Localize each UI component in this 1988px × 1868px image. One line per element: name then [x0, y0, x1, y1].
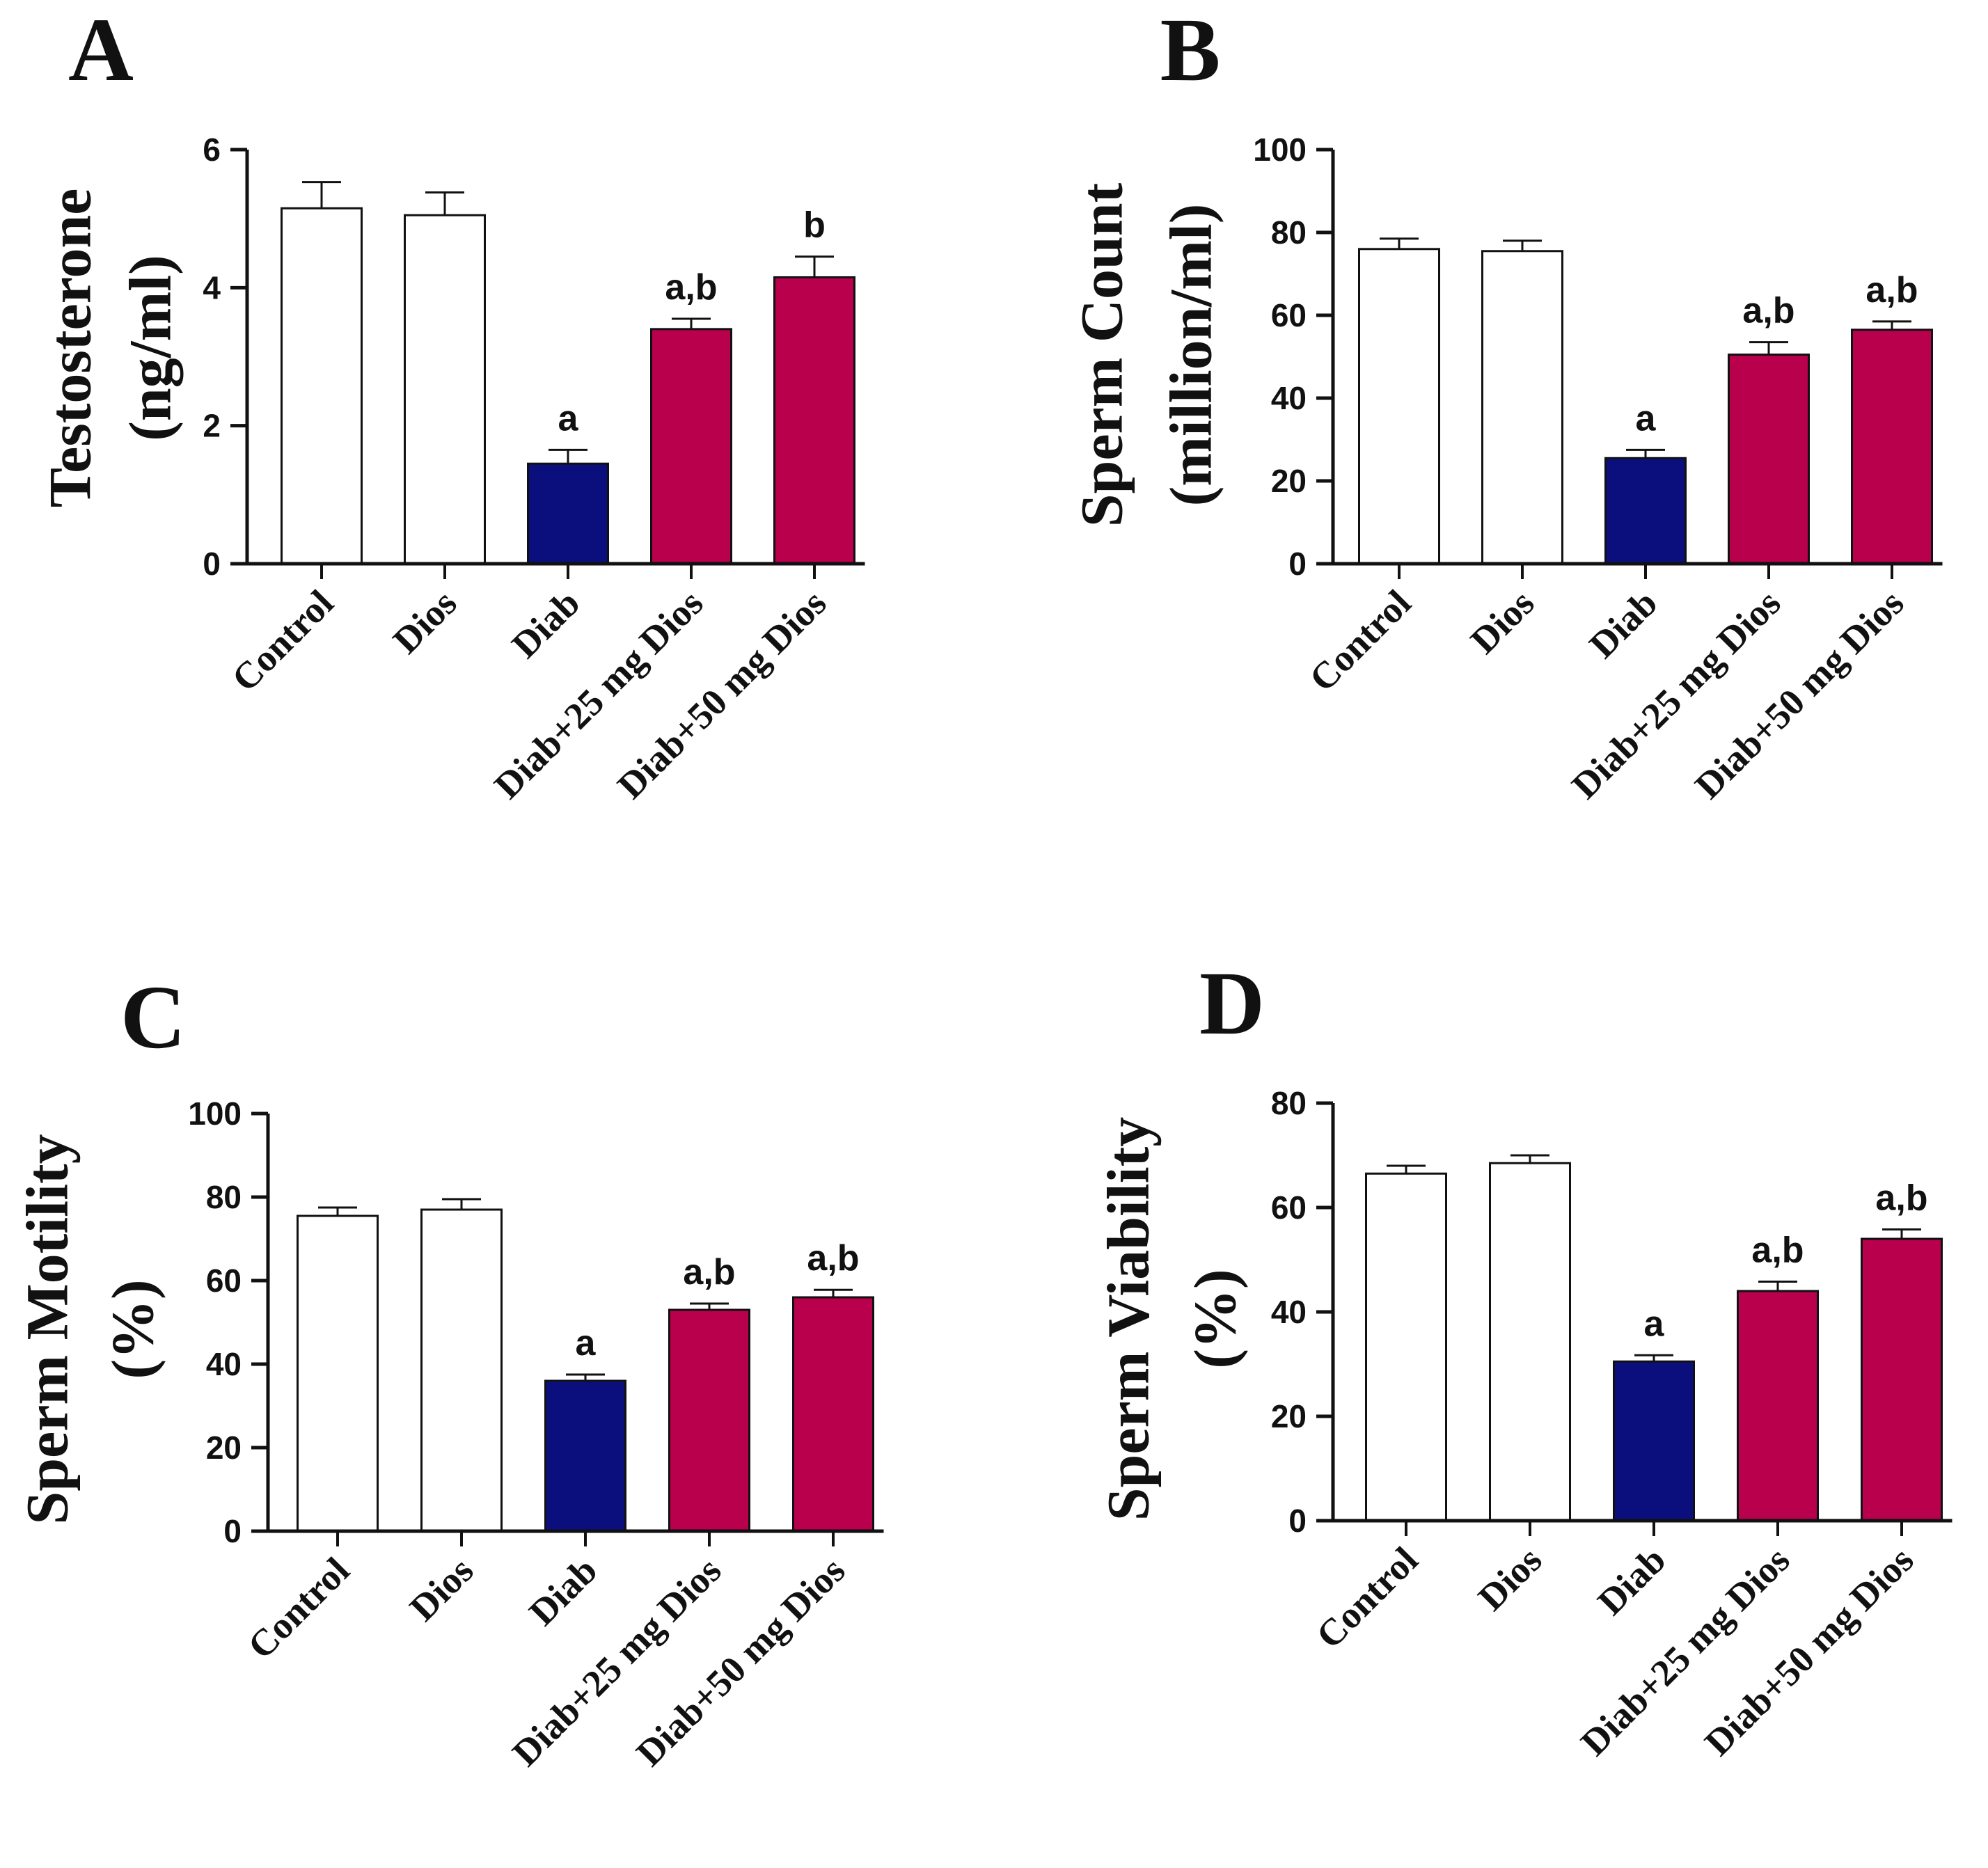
panel-letter: D — [1199, 953, 1265, 1054]
y-tick-label: 0 — [203, 546, 221, 582]
x-tick-label: Control — [1308, 1539, 1426, 1656]
y-tick-label: 2 — [203, 408, 221, 444]
bar-diab-25-mg-dios — [1728, 354, 1810, 565]
significance-label: a — [558, 398, 579, 438]
x-tick-label: Dios — [385, 582, 465, 662]
x-tick-label: Control — [1301, 582, 1419, 699]
panel-d: D Sperm Viability (%) a a,b a,b 0 20 40 60 80 Contr… — [1095, 953, 1952, 1764]
bar-diab-50-mg-dios — [792, 1296, 874, 1533]
x-tick-label: Dios — [402, 1549, 482, 1629]
x-tick-label: Dios — [1470, 1539, 1550, 1619]
significance-label: a,b — [683, 1252, 735, 1292]
x-tick-label: Diab — [1590, 1539, 1674, 1623]
significance-label: b — [803, 205, 826, 246]
y-tick-label: 60 — [1271, 297, 1307, 333]
y-axis-unit: (million/ml) — [1158, 204, 1224, 507]
x-tick-label: Diab — [1581, 582, 1666, 666]
x-tick-label: Diab+50 mg Dios — [1696, 1539, 1921, 1764]
panel-letter: B — [1160, 0, 1221, 100]
bar-control — [1365, 1172, 1447, 1522]
bar-diab-50-mg-dios — [1851, 329, 1933, 565]
bar-dios — [1489, 1162, 1571, 1522]
y-axis-unit: (%) — [1182, 1269, 1249, 1368]
x-tick-label: Diab+50 mg Dios — [628, 1549, 853, 1774]
bar-dios — [420, 1208, 503, 1533]
y-tick-label: 100 — [188, 1095, 242, 1132]
panel-c: C Sperm Motility (%) a a,b a,b 0 20 40 60 80 100 Con… — [14, 967, 884, 1774]
y-axis-title: Sperm Motility — [14, 1134, 81, 1524]
x-tick-label: Control — [223, 582, 341, 699]
y-axis-unit: (%) — [100, 1279, 166, 1379]
bar-diab-25-mg-dios — [668, 1308, 750, 1533]
panel-b: B Sperm Count (million/ml) a a,b a,b 0 20 40 60 80… — [1068, 0, 1943, 807]
y-tick-label: 20 — [206, 1430, 242, 1466]
y-tick-label: 40 — [1271, 380, 1307, 416]
panel-a: A Testosterone (ng/ml) a a,b b 0 2 4 6 Control Dios… — [37, 0, 865, 807]
y-axis-unit: (ng/ml) — [117, 255, 184, 441]
y-axis-title: Sperm Viability — [1095, 1117, 1162, 1521]
x-tick-label: Diab+25 mg Dios — [1572, 1539, 1797, 1764]
bar-diab — [544, 1379, 626, 1533]
bar-diab-25-mg-dios — [1737, 1290, 1819, 1522]
significance-label: a — [1636, 398, 1657, 438]
y-tick-label: 20 — [1271, 463, 1307, 499]
x-tick-label: Dios — [1462, 582, 1543, 662]
y-tick-label: 80 — [1271, 214, 1307, 251]
y-tick-label: 4 — [203, 269, 221, 306]
y-tick-label: 80 — [1271, 1085, 1307, 1121]
bar-diab-50-mg-dios — [1861, 1237, 1943, 1522]
x-tick-label: Diab+25 mg Dios — [486, 582, 711, 807]
bar-control — [297, 1214, 379, 1533]
y-axis-title: Testosterone — [37, 189, 104, 508]
bar-dios — [1481, 250, 1563, 565]
y-tick-label: 40 — [1271, 1294, 1307, 1330]
significance-label: a,b — [1875, 1178, 1927, 1219]
y-tick-label: 20 — [1271, 1398, 1307, 1434]
y-tick-label: 0 — [223, 1513, 242, 1549]
bar-diab-50-mg-dios — [773, 276, 855, 565]
bar-diab — [1604, 457, 1687, 565]
x-tick-label: Diab+50 mg Dios — [609, 582, 834, 807]
y-tick-label: 100 — [1253, 132, 1307, 168]
y-tick-label: 60 — [1271, 1189, 1307, 1226]
y-tick-label: 6 — [203, 132, 221, 168]
bar-diab — [527, 462, 609, 565]
y-axis-title: Sperm Count — [1068, 182, 1135, 527]
bar-diab — [1613, 1360, 1695, 1522]
y-tick-label: 40 — [206, 1346, 242, 1382]
bar-control — [281, 207, 363, 565]
y-tick-label: 0 — [1288, 546, 1307, 582]
panel-letter: C — [120, 967, 186, 1068]
y-tick-label: 0 — [1288, 1503, 1307, 1539]
bar-diab-25-mg-dios — [650, 328, 732, 565]
y-tick-label: 60 — [206, 1263, 242, 1299]
panel-letter: A — [68, 0, 134, 100]
significance-label: a,b — [1742, 291, 1794, 331]
x-tick-label: Diab+25 mg Dios — [1563, 582, 1788, 807]
significance-label: a,b — [1751, 1230, 1804, 1271]
significance-label: a — [576, 1323, 597, 1363]
significance-label: a — [1644, 1304, 1665, 1344]
x-tick-label: Diab+25 mg Dios — [504, 1549, 729, 1774]
bar-dios — [404, 214, 486, 565]
significance-label: a,b — [665, 267, 717, 308]
significance-label: a,b — [1865, 270, 1918, 310]
x-tick-label: Diab — [521, 1549, 606, 1633]
x-tick-label: Control — [239, 1549, 357, 1667]
x-tick-label: Diab — [504, 582, 588, 666]
bar-control — [1358, 248, 1440, 565]
significance-label: a,b — [807, 1238, 859, 1279]
x-tick-label: Diab+50 mg Dios — [1687, 582, 1911, 807]
y-tick-label: 80 — [206, 1179, 242, 1215]
